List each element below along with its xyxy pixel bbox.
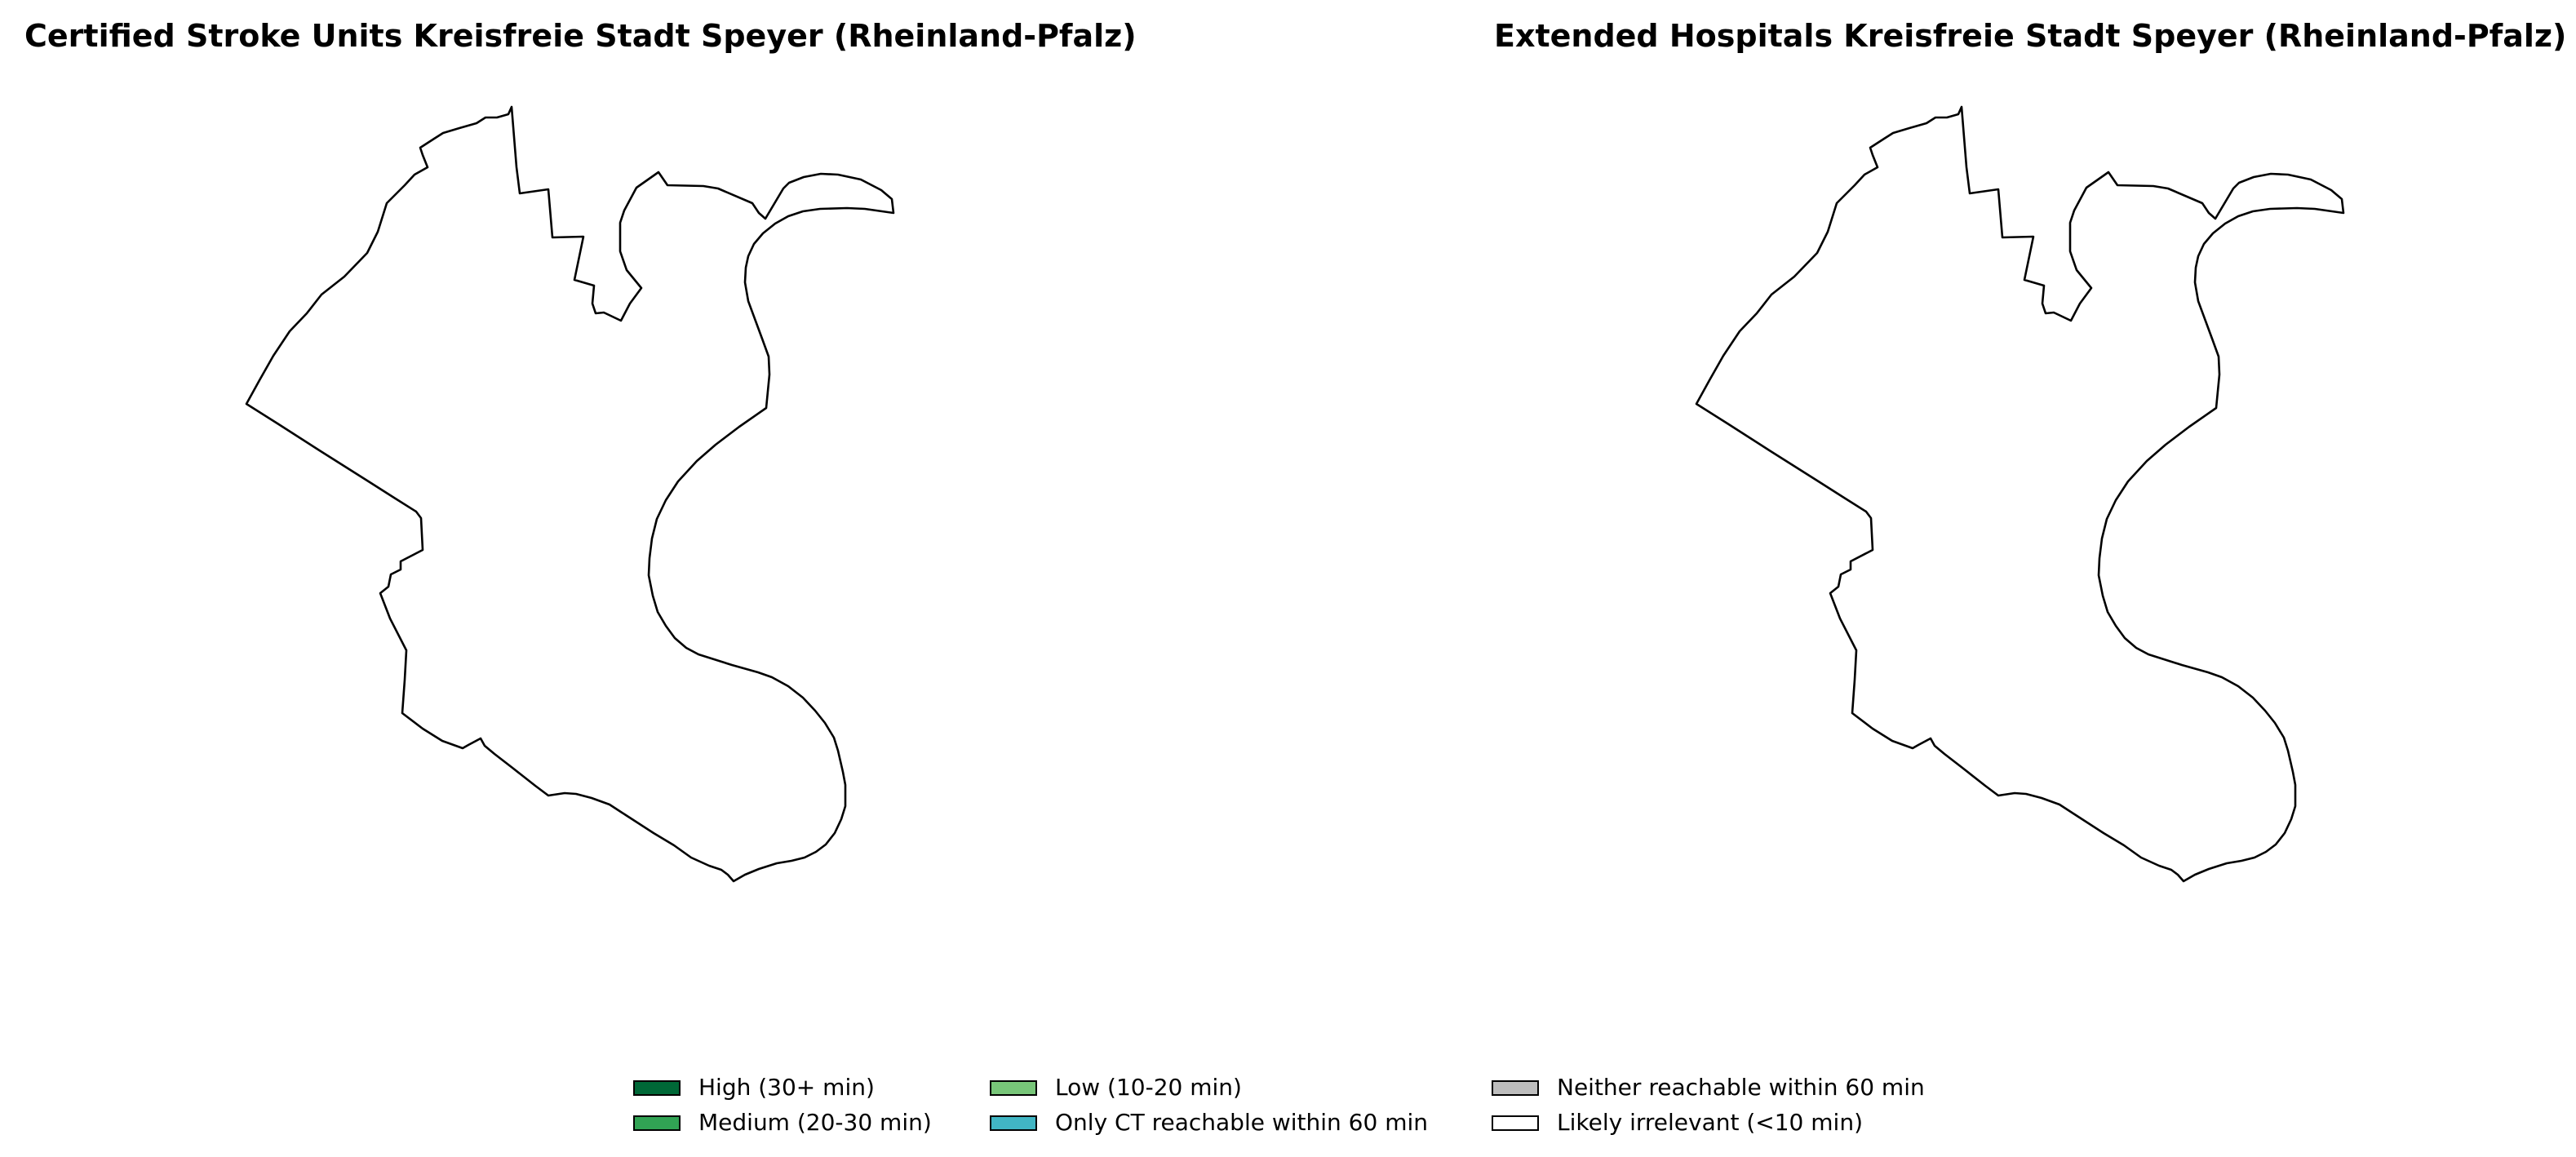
legend: High (30+ min) Medium (20-30 min) Low (1…	[633, 1073, 1955, 1138]
legend-label-high: High (30+ min)	[698, 1074, 875, 1101]
legend-swatch-likely-irrelevant	[1492, 1115, 1539, 1131]
region-outline-speyer	[1695, 105, 2345, 883]
legend-swatch-medium	[633, 1115, 681, 1131]
legend-item-high: High (30+ min)	[633, 1073, 875, 1102]
legend-label-only-ct: Only CT reachable within 60 min	[1055, 1109, 1429, 1136]
legend-label-low: Low (10-20 min)	[1055, 1074, 1242, 1101]
legend-swatch-only-ct	[990, 1115, 1037, 1131]
legend-swatch-low	[990, 1079, 1037, 1096]
legend-item-medium: Medium (20-30 min)	[633, 1108, 932, 1137]
legend-label-medium: Medium (20-30 min)	[698, 1109, 932, 1136]
legend-swatch-neither	[1492, 1079, 1539, 1096]
legend-item-low: Low (10-20 min)	[990, 1073, 1242, 1102]
legend-label-likely-irrelevant: Likely irrelevant (<10 min)	[1557, 1109, 1863, 1136]
panel-title-certified-stroke-units: Certified Stroke Units Kreisfreie Stadt …	[24, 18, 1137, 54]
legend-item-only-ct: Only CT reachable within 60 min	[990, 1108, 1428, 1137]
map-certified-stroke-units	[245, 105, 895, 883]
panel-title-extended-hospitals: Extended Hospitals Kreisfreie Stadt Spey…	[1494, 18, 2567, 54]
legend-item-neither: Neither reachable within 60 min	[1492, 1073, 1925, 1102]
legend-swatch-high	[633, 1079, 681, 1096]
map-extended-hospitals	[1695, 105, 2345, 883]
legend-label-neither: Neither reachable within 60 min	[1557, 1074, 1925, 1101]
region-outline-speyer	[245, 105, 895, 883]
legend-item-likely-irrelevant: Likely irrelevant (<10 min)	[1492, 1108, 1863, 1137]
